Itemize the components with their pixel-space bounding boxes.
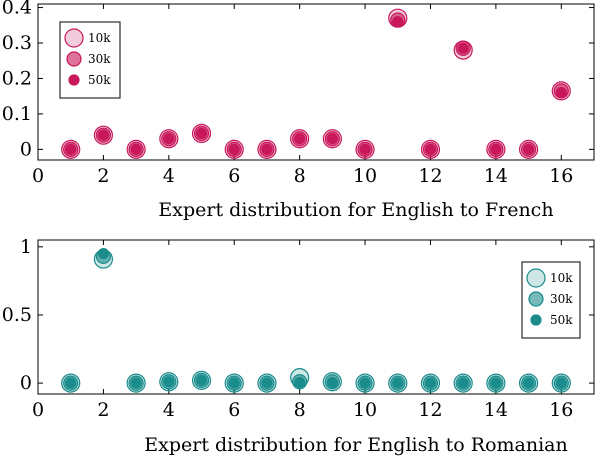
legend-marker bbox=[528, 291, 544, 307]
data-point bbox=[326, 376, 338, 389]
data-point bbox=[359, 377, 371, 389]
legend-marker bbox=[66, 51, 82, 67]
data-point bbox=[555, 87, 567, 99]
data-point bbox=[228, 377, 240, 389]
y-tick-label: 0 bbox=[20, 372, 32, 394]
data-point bbox=[130, 143, 142, 155]
y-tick-label: 0.3 bbox=[2, 32, 32, 54]
legend-label: 10k bbox=[550, 271, 573, 285]
legend-label: 30k bbox=[88, 52, 111, 66]
series-30k bbox=[63, 248, 569, 391]
data-point bbox=[163, 133, 175, 145]
series-50k bbox=[65, 16, 567, 155]
x-tick-label: 6 bbox=[228, 399, 240, 421]
legend: 10k 30k 50k bbox=[521, 261, 581, 339]
data-point bbox=[424, 143, 437, 155]
data-point bbox=[228, 143, 240, 155]
data-point bbox=[522, 377, 535, 389]
x-tick-label: 14 bbox=[484, 165, 508, 187]
data-point bbox=[522, 143, 535, 155]
legend-label: 10k bbox=[88, 31, 111, 45]
y-tick-label: 0.5 bbox=[2, 304, 32, 326]
legend-label: 50k bbox=[88, 73, 111, 87]
x-tick-label: 12 bbox=[418, 399, 442, 421]
data-point bbox=[65, 377, 77, 389]
y-tick-label: 0 bbox=[20, 138, 32, 160]
y-tick-label: 1 bbox=[20, 236, 32, 258]
legend-marker bbox=[530, 314, 542, 326]
legend-marker bbox=[68, 74, 80, 86]
data-point bbox=[97, 129, 110, 141]
data-point bbox=[457, 377, 469, 389]
data-point bbox=[261, 377, 273, 389]
series-10k bbox=[61, 8, 571, 159]
data-point bbox=[195, 127, 208, 140]
x-tick-label: 8 bbox=[294, 165, 306, 187]
plot-frame bbox=[37, 3, 595, 161]
x-tick-label: 4 bbox=[163, 165, 175, 187]
data-point bbox=[424, 377, 437, 389]
data-point bbox=[392, 377, 404, 389]
x-tick-label: 16 bbox=[549, 165, 573, 187]
data-point bbox=[555, 377, 567, 389]
x-tick-label: 2 bbox=[97, 165, 109, 187]
chart-panel-2: 0 2 4 6 8 10 12 14 16 0 0.5 1 Expert distribution fo… bbox=[2, 236, 595, 456]
data-point bbox=[392, 16, 404, 28]
y-tick-label: 0.2 bbox=[2, 67, 32, 89]
data-point bbox=[130, 377, 142, 389]
x-axis-label: Expert distribution for English to Roman… bbox=[144, 434, 567, 456]
data-point bbox=[457, 42, 469, 54]
legend: 10k 30k 50k bbox=[59, 21, 121, 99]
data-point bbox=[65, 143, 77, 155]
x-tick-label: 12 bbox=[418, 165, 442, 187]
data-point bbox=[294, 376, 306, 389]
x-tick-label: 6 bbox=[228, 165, 240, 187]
data-point bbox=[294, 133, 306, 145]
x-tick-label: 8 bbox=[294, 399, 306, 421]
data-point bbox=[326, 133, 338, 145]
data-point bbox=[490, 377, 502, 389]
data-point bbox=[97, 248, 110, 260]
legend-marker bbox=[526, 268, 546, 288]
y-tick-label: 0.4 bbox=[2, 0, 32, 19]
data-point bbox=[359, 143, 371, 155]
legend-label: 30k bbox=[550, 292, 573, 306]
x-tick-label: 10 bbox=[353, 165, 377, 187]
x-tick-label: 4 bbox=[163, 399, 175, 421]
x-tick-label: 14 bbox=[484, 399, 508, 421]
plot-frame bbox=[37, 239, 595, 395]
x-tick-label: 2 bbox=[97, 399, 109, 421]
x-tick-label: 0 bbox=[32, 165, 44, 187]
data-point bbox=[163, 376, 175, 388]
legend-label: 50k bbox=[550, 313, 573, 327]
x-tick-label: 0 bbox=[32, 399, 44, 421]
series-10k bbox=[61, 249, 571, 393]
x-tick-label: 16 bbox=[549, 399, 573, 421]
x-axis-label: Expert distribution for English to Frenc… bbox=[158, 199, 553, 221]
data-point bbox=[490, 143, 502, 155]
y-tick-label: 0.1 bbox=[2, 103, 32, 125]
legend-marker bbox=[64, 28, 84, 48]
x-tick-label: 10 bbox=[353, 399, 377, 421]
chart-panel-1: 0 2 4 6 8 10 12 14 16 0 0.1 0.2 0.3 0.4 Expert distrib… bbox=[2, 0, 595, 221]
series-30k bbox=[63, 12, 569, 157]
series-50k bbox=[65, 248, 567, 389]
data-point bbox=[195, 374, 208, 386]
data-point bbox=[261, 143, 273, 155]
